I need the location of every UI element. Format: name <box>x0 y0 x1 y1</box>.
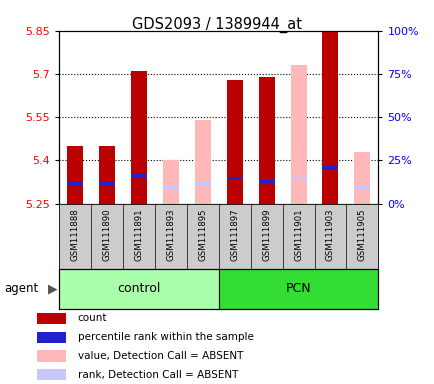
Bar <box>258 180 274 184</box>
Bar <box>99 146 115 204</box>
Bar <box>354 185 370 189</box>
Bar <box>37 369 66 380</box>
Bar <box>226 80 242 204</box>
Bar <box>290 65 306 204</box>
Bar <box>130 174 146 178</box>
Bar <box>322 31 338 204</box>
Text: GSM111897: GSM111897 <box>230 208 239 261</box>
Bar <box>194 120 210 204</box>
Bar <box>290 177 306 180</box>
Bar <box>37 350 66 362</box>
Bar <box>226 177 242 180</box>
Text: agent: agent <box>4 283 39 295</box>
Bar <box>37 332 66 343</box>
Bar <box>130 71 146 204</box>
Bar <box>162 161 178 204</box>
Bar <box>322 165 338 169</box>
Bar <box>37 313 66 324</box>
Bar <box>59 269 218 309</box>
Bar <box>354 152 370 204</box>
Bar <box>99 182 115 186</box>
Text: GSM111895: GSM111895 <box>197 208 207 261</box>
Text: GDS2093 / 1389944_at: GDS2093 / 1389944_at <box>132 17 302 33</box>
Bar <box>66 146 82 204</box>
Bar <box>162 185 178 189</box>
Text: PCN: PCN <box>285 283 311 295</box>
Text: value, Detection Call = ABSENT: value, Detection Call = ABSENT <box>77 351 243 361</box>
Text: GSM111899: GSM111899 <box>261 208 270 261</box>
Text: GSM111893: GSM111893 <box>166 208 175 261</box>
Text: count: count <box>77 313 107 323</box>
Text: rank, Detection Call = ABSENT: rank, Detection Call = ABSENT <box>77 370 237 380</box>
Text: percentile rank within the sample: percentile rank within the sample <box>77 332 253 342</box>
Text: GSM111903: GSM111903 <box>325 208 334 261</box>
Text: GSM111890: GSM111890 <box>102 208 111 261</box>
Bar <box>66 182 82 186</box>
Text: GSM111905: GSM111905 <box>357 208 366 261</box>
Text: control: control <box>117 283 160 295</box>
Text: GSM111891: GSM111891 <box>134 208 143 261</box>
Text: GSM111888: GSM111888 <box>70 208 79 261</box>
Text: GSM111901: GSM111901 <box>293 208 302 261</box>
Text: ▶: ▶ <box>48 283 57 295</box>
Bar <box>218 269 378 309</box>
Bar <box>194 182 210 186</box>
Bar <box>258 77 274 204</box>
